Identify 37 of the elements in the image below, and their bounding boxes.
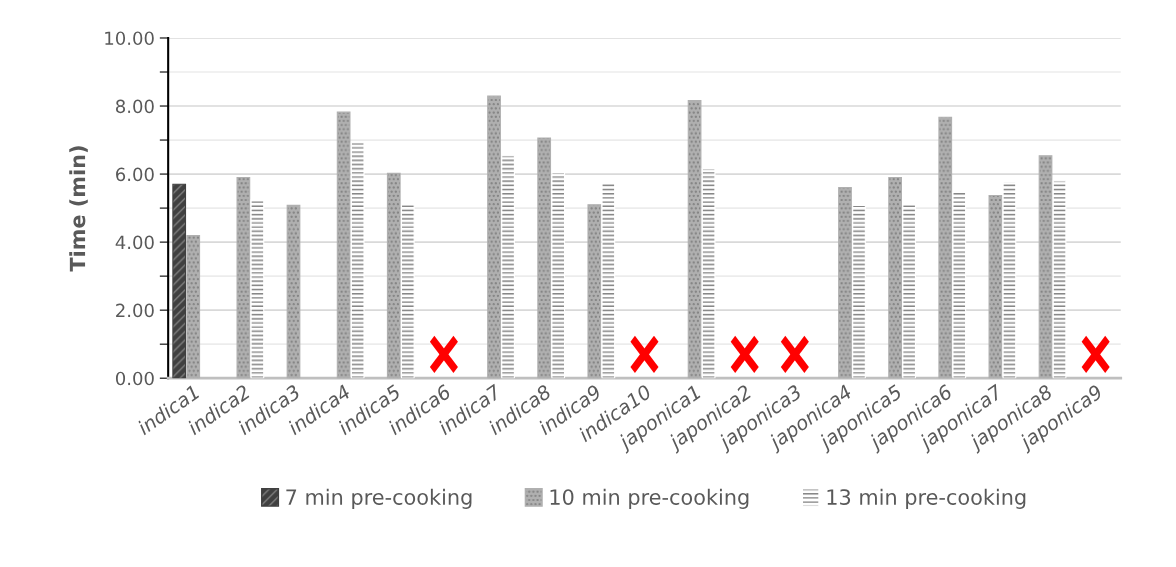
bar (487, 95, 501, 379)
bar (1052, 180, 1067, 379)
y-axis-title: Time (min) (69, 146, 88, 272)
bar (501, 155, 515, 379)
bar (587, 204, 602, 379)
bar (838, 187, 852, 379)
bar (988, 194, 1003, 379)
legend-label: 7 min pre-cooking (286, 488, 472, 509)
y-tick-label: 8.00 (116, 99, 154, 114)
y-tick-label: 10.00 (105, 31, 154, 46)
bar (852, 204, 866, 379)
bar (687, 100, 702, 379)
bar (236, 176, 251, 379)
bar (336, 111, 351, 379)
bar (601, 182, 616, 379)
bar (902, 204, 917, 379)
bar (386, 172, 401, 379)
bar (186, 235, 201, 379)
y-tick-label: 6.00 (116, 167, 154, 182)
legend-label: 13 min pre-cooking (827, 488, 1026, 509)
bar (286, 204, 301, 379)
y-tick-label: 4.00 (115, 235, 154, 250)
y-tick-label: 2.00 (116, 303, 154, 318)
bar (952, 191, 967, 379)
bar (400, 204, 415, 379)
bar (701, 168, 716, 379)
legend-label: 10 min pre-cooking (550, 488, 749, 509)
bar (537, 137, 552, 379)
y-tick-label: 0.00 (115, 371, 154, 386)
bar (250, 199, 265, 379)
bar (1038, 155, 1053, 379)
bar (888, 176, 902, 379)
bar (350, 142, 365, 379)
bar (1002, 181, 1017, 379)
bar (938, 116, 953, 379)
bar (551, 171, 566, 379)
bar (172, 183, 187, 379)
